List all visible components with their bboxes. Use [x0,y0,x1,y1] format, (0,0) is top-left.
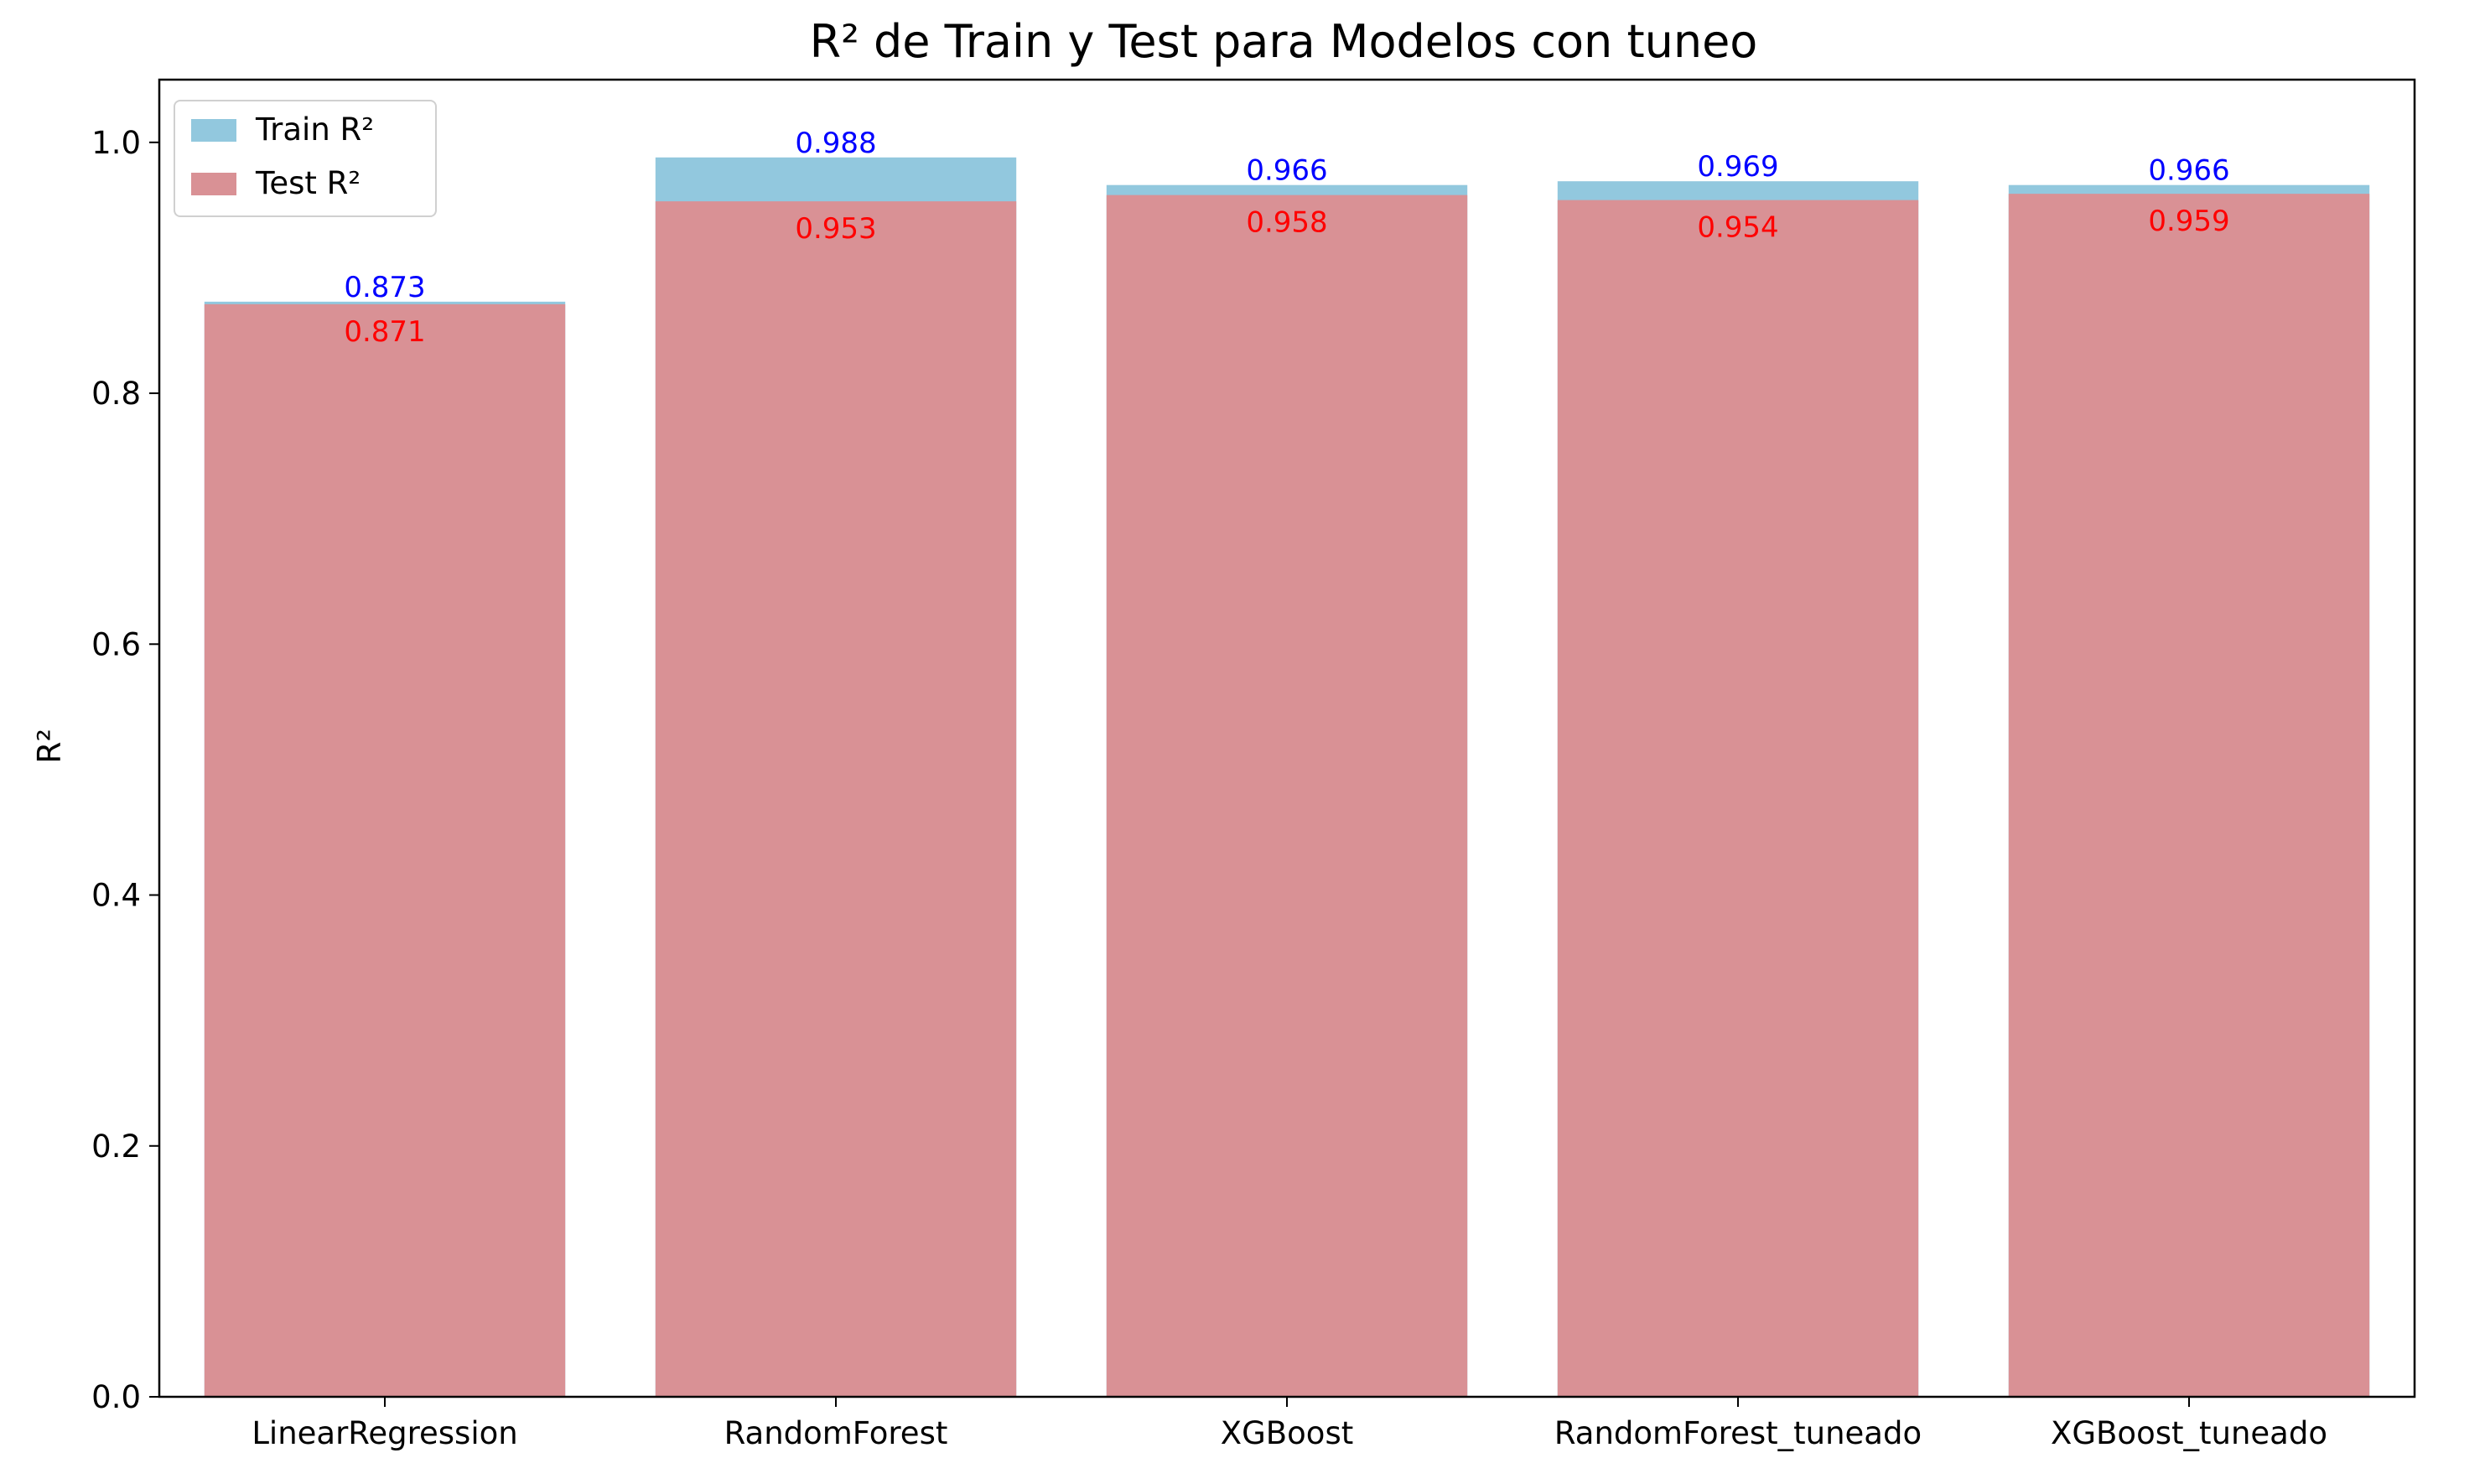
legend-swatch [191,119,236,142]
test-value-label: 0.871 [344,315,425,349]
y-tick-label: 0.4 [91,878,141,914]
x-tick-label: RandomForest_tuneado [1554,1415,1922,1451]
axes-layer: LinearRegression RandomForest XGBoost Rando… [91,78,2416,1451]
x-tick-label: LinearRegression [252,1415,517,1451]
y-axis-label: R² [31,729,68,764]
test-value-label: 0.958 [1246,206,1327,240]
train-value-label: 0.966 [2148,154,2229,188]
test-bar [1106,195,1468,1397]
x-tick-label: XGBoost_tuneado [2051,1415,2327,1451]
y-tick-label: 0.6 [91,626,141,662]
y-tick-label: 0.2 [91,1129,141,1165]
x-tick-label: XGBoost [1221,1415,1353,1451]
test-value-label: 0.954 [1697,211,1778,245]
train-value-label: 0.988 [795,127,876,160]
train-value-label: 0.966 [1246,154,1327,188]
y-tick-label: 0.0 [91,1379,141,1415]
legend-swatch [191,173,236,195]
legend-label: Test R² [255,165,361,201]
y-tick-label: 0.8 [91,376,141,412]
bars-layer [204,157,2370,1398]
plot-frame [158,78,2416,1398]
test-bar [1557,200,1919,1398]
train-value-label: 0.969 [1697,150,1778,184]
test-bar [2008,194,2370,1398]
test-bar [655,201,1017,1397]
test-value-label: 0.959 [2148,205,2229,238]
legend: Train R² Test R² [174,100,437,217]
y-tick-label: 1.0 [91,125,141,161]
test-bar [204,304,566,1397]
chart-title: R² de Train y Test para Modelos con tune… [810,15,1758,68]
x-tick-label: RandomForest [724,1415,948,1451]
legend-box [174,100,437,217]
value-labels-layer: 0.873 0.871 0.988 0.953 0.966 0.958 0.969 0.954… [344,127,2229,349]
test-value-label: 0.953 [795,212,876,246]
legend-label: Train R² [255,112,374,148]
train-value-label: 0.873 [344,271,425,304]
